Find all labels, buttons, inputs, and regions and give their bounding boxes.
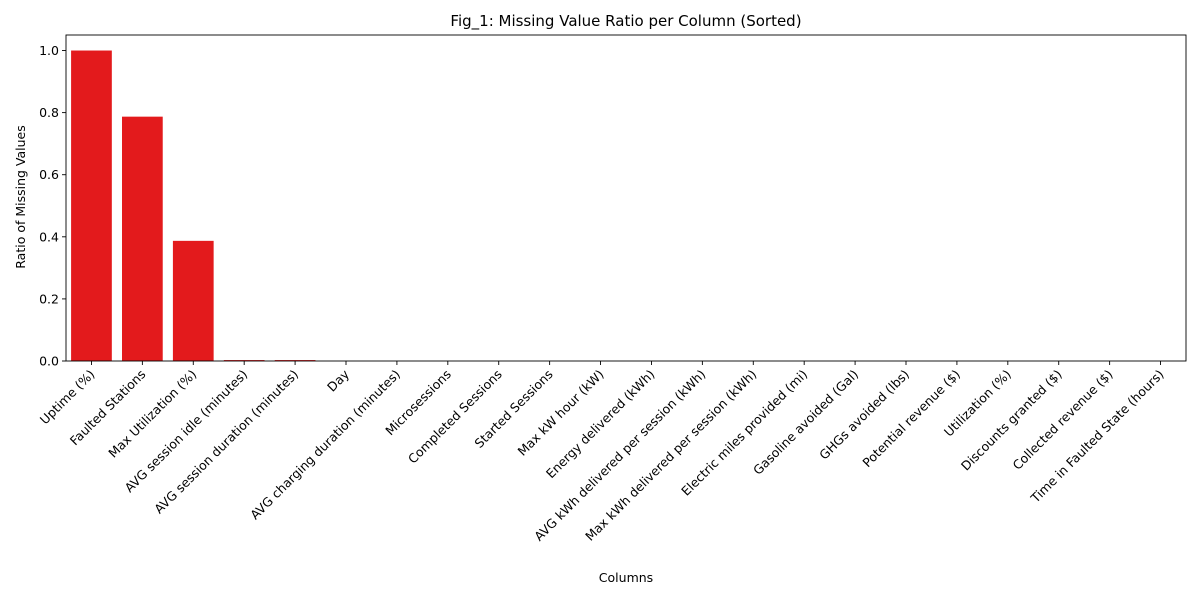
y-axis-label: Ratio of Missing Values [13,125,28,269]
bars-group [71,50,316,362]
plot-frame [65,34,1187,362]
x-axis-label: Columns [599,570,653,585]
y-tick-label: 1.0 [39,43,59,58]
y-axis: 0.0 0.2 0.4 0.6 0.8 1.0 [39,43,66,369]
x-tick-label: Max Utilization (%) [105,367,199,461]
y-tick-label: 0.0 [39,354,59,369]
x-tick-label: Day [324,366,352,394]
bar-4 [274,360,316,361]
x-tick-label: Max kW hour (kW) [514,367,606,459]
x-tick-label: Potential revenue ($) [859,367,963,471]
x-tick-label: Collected revenue ($) [1010,367,1116,473]
chart-title: Fig_1: Missing Value Ratio per Column (S… [450,12,801,31]
y-tick-label: 0.6 [39,167,59,182]
bar-0 [71,50,112,362]
x-tick-label: Completed Sessions [405,367,505,467]
bar-2 [172,240,214,361]
y-tick-label: 0.4 [39,229,59,244]
bar-1 [122,116,163,361]
y-tick-label: 0.8 [39,105,59,120]
bar-3 [223,360,265,361]
y-tick-label: 0.2 [39,291,59,306]
x-tick-label: Discounts granted ($) [958,367,1065,474]
x-tick-label: GHGs avoided (lbs) [816,367,912,463]
